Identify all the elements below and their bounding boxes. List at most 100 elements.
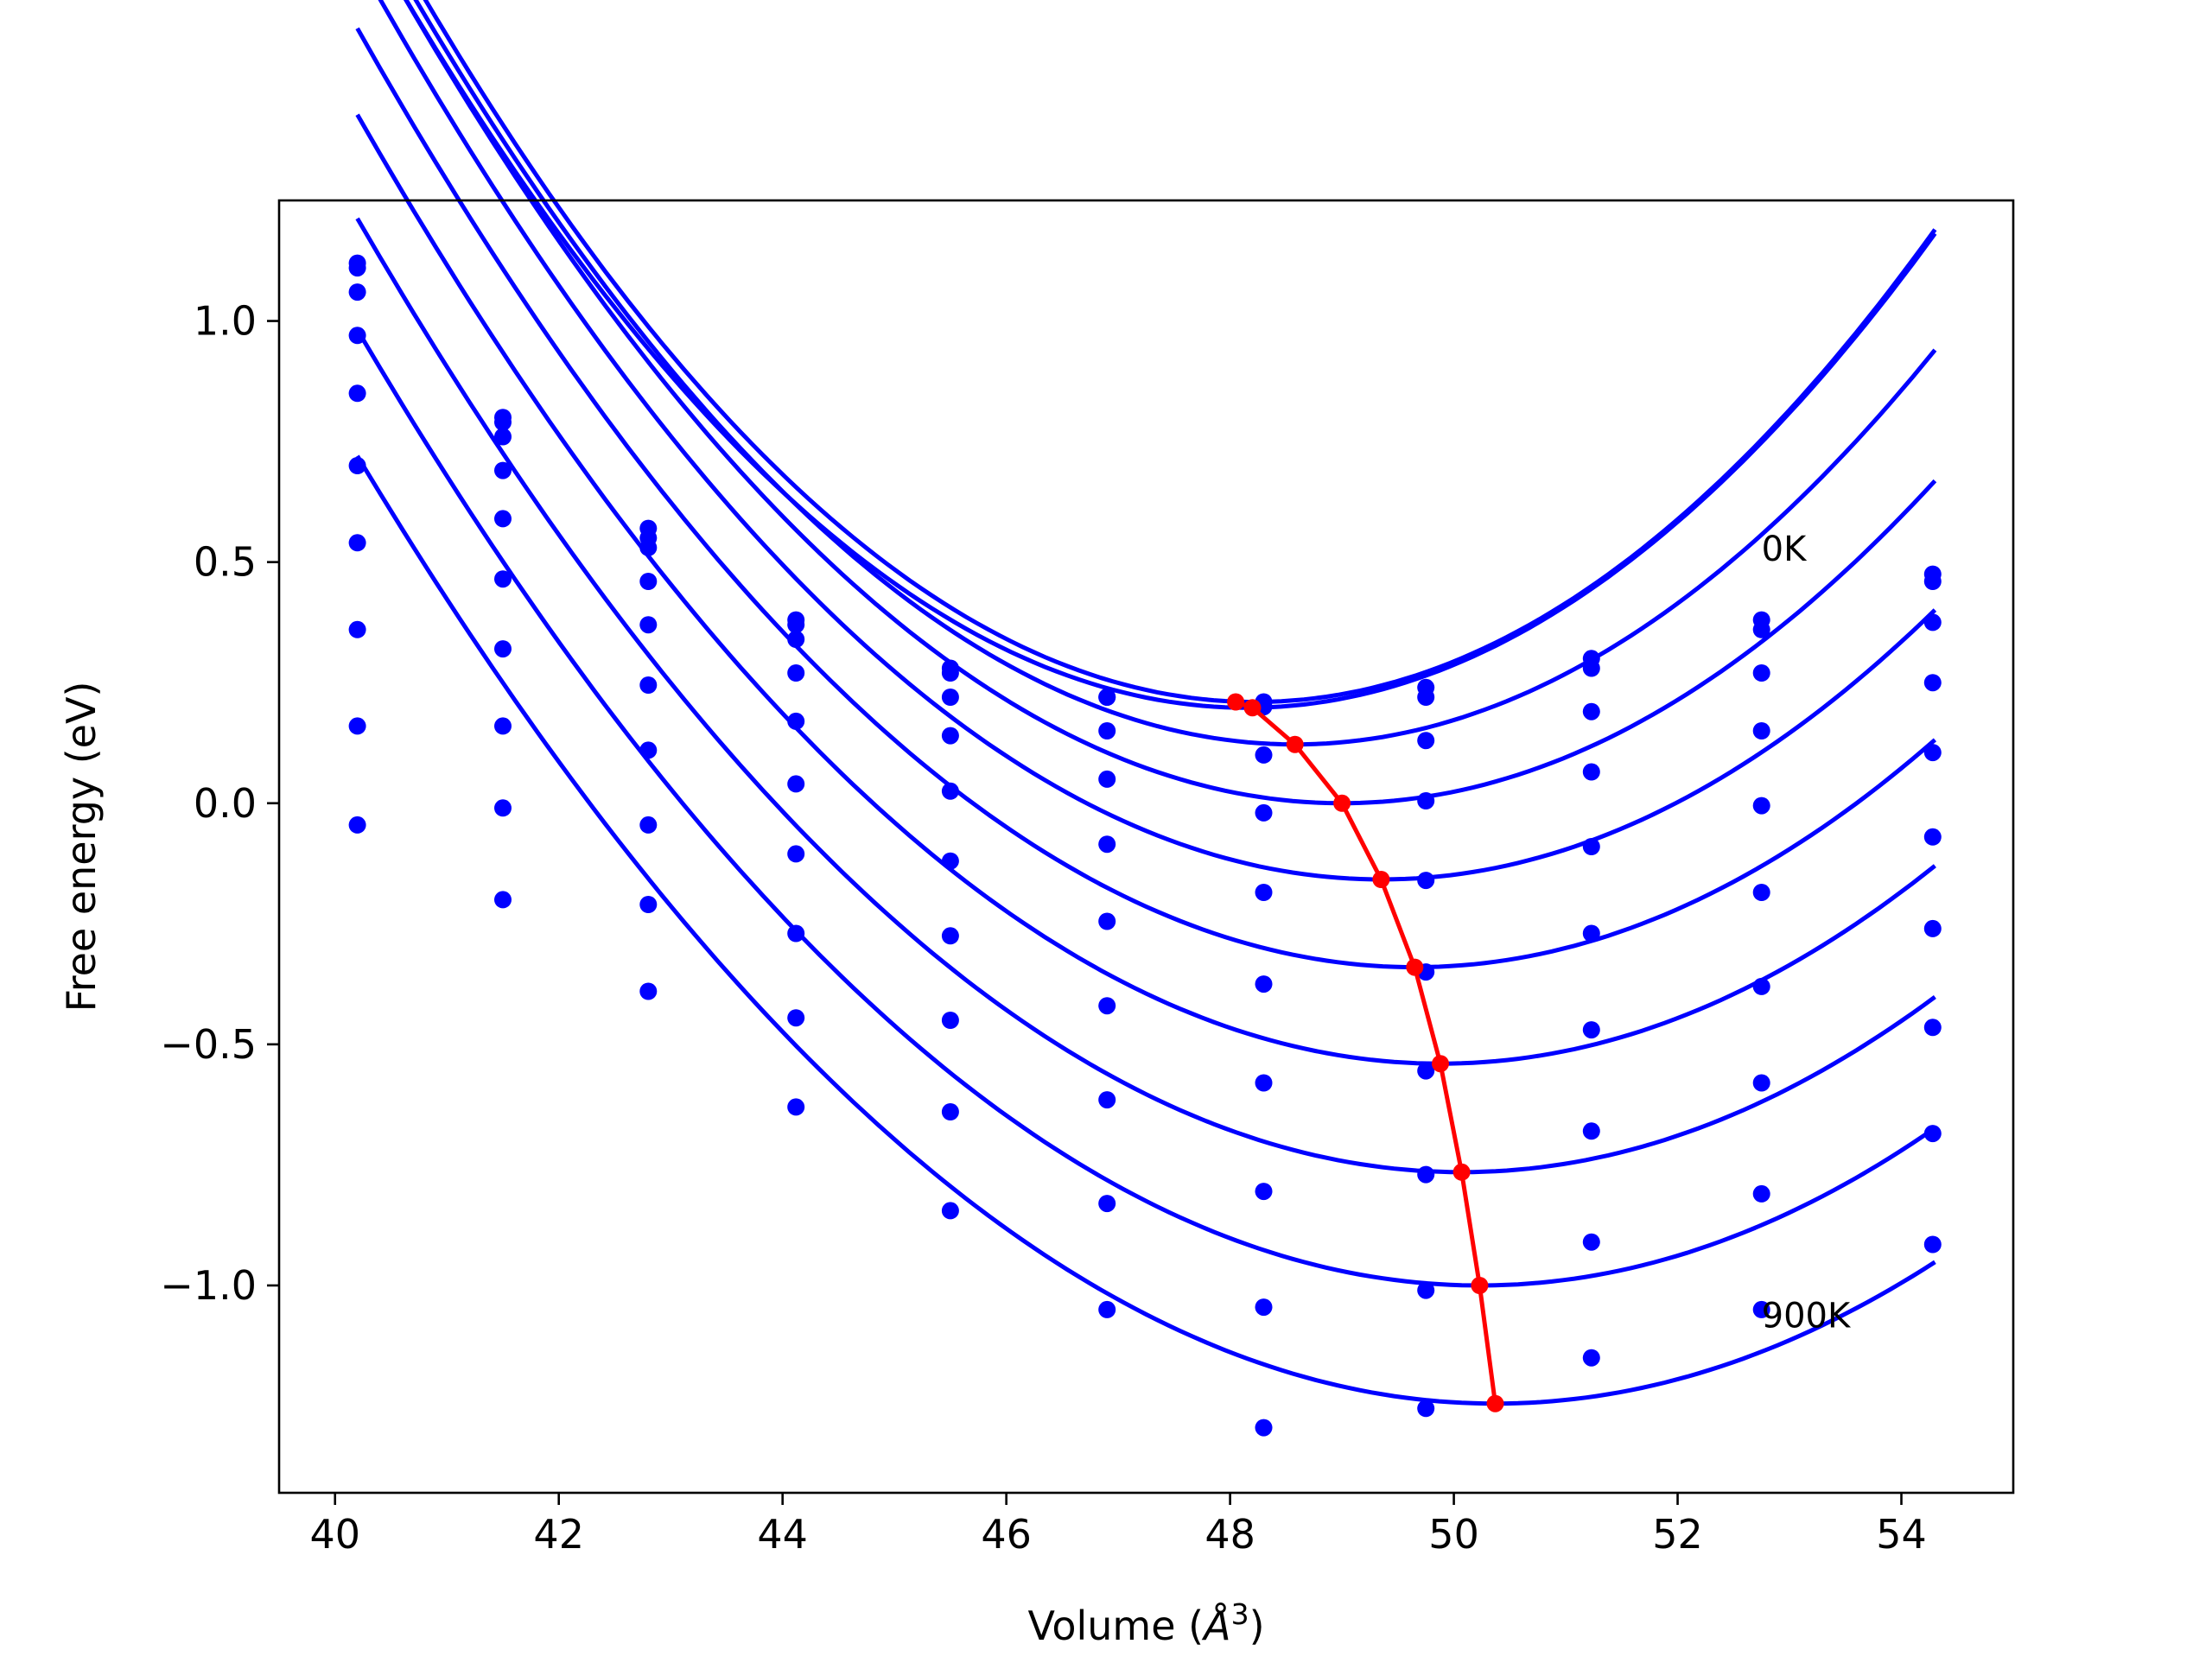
data-point-7-1 [494, 717, 512, 735]
data-point-7-6 [1255, 1183, 1273, 1201]
data-point-5-9 [1752, 884, 1770, 901]
data-point-9-3 [787, 1098, 805, 1116]
x-tick-label: 54 [1876, 1511, 1927, 1558]
data-point-6-4 [941, 927, 959, 945]
data-point-9-0 [348, 816, 366, 834]
data-point-4-10 [1923, 744, 1942, 762]
annotation-label-1: 900K [1762, 1296, 1852, 1336]
data-point-9-6 [1255, 1419, 1273, 1437]
fit-curve-7 [355, 217, 1936, 1175]
fit-curve-4 [378, 0, 1937, 882]
data-point-7-7 [1417, 1165, 1435, 1184]
data-point-9-7 [1417, 1400, 1435, 1418]
data-point-1-3 [787, 616, 805, 634]
plot-frame [277, 199, 2015, 1495]
data-point-7-5 [1098, 1091, 1116, 1109]
data-point-8-7 [1417, 1281, 1435, 1299]
y-axis-label: Free energy (eV) [58, 682, 105, 1012]
data-point-2-2 [639, 538, 658, 556]
data-point-9-9 [1752, 1300, 1770, 1318]
data-point-3-9 [1752, 722, 1770, 739]
y-tick-label: 0.5 [194, 539, 257, 586]
fit-curve-1 [404, 0, 1937, 710]
fit-curve-6 [355, 113, 1936, 1066]
fit-curves [355, 0, 1937, 1406]
data-point-7-0 [348, 620, 366, 638]
minimum-point-7 [1452, 1163, 1471, 1181]
data-point-6-2 [639, 741, 658, 759]
x-tick-label: 48 [1205, 1511, 1255, 1558]
data-point-8-5 [1098, 1195, 1116, 1213]
minimum-point-6 [1432, 1055, 1449, 1073]
data-point-6-10 [1923, 919, 1942, 937]
x-axis-label: Volume (Å3) [1027, 1597, 1264, 1649]
minimum-point-4 [1372, 871, 1390, 888]
data-point-1-1 [494, 413, 512, 431]
data-point-3-5 [1098, 770, 1116, 788]
data-point-5-6 [1255, 975, 1273, 993]
x-tick-label: 42 [533, 1511, 584, 1558]
data-point-6-7 [1417, 1062, 1435, 1080]
minimum-point-3 [1333, 794, 1351, 812]
fit-curve-2 [413, 0, 1937, 747]
data-point-5-1 [494, 570, 512, 588]
data-point-9-8 [1582, 1349, 1600, 1367]
data-point-2-9 [1752, 664, 1770, 682]
data-point-7-9 [1752, 1074, 1770, 1092]
minimum-point-1 [1243, 699, 1262, 717]
data-point-1-7 [1417, 689, 1435, 706]
data-point-6-9 [1752, 977, 1770, 995]
data-point-2-7 [1417, 732, 1435, 750]
data-point-7-8 [1582, 1122, 1600, 1140]
data-point-6-5 [1098, 997, 1116, 1015]
data-point-6-8 [1582, 1021, 1600, 1039]
data-point-2-5 [1098, 722, 1116, 739]
data-point-2-1 [494, 428, 512, 446]
data-point-7-4 [941, 1012, 959, 1029]
data-point-7-2 [639, 816, 658, 834]
data-point-3-6 [1255, 803, 1273, 822]
data-point-4-5 [1098, 835, 1116, 854]
data-point-9-10 [1923, 1235, 1942, 1254]
data-point-5-0 [348, 457, 366, 474]
data-point-2-3 [787, 631, 805, 648]
data-point-5-4 [941, 852, 959, 870]
fit-curve-3 [403, 0, 1937, 806]
data-point-8-6 [1255, 1298, 1273, 1317]
data-point-2-0 [348, 283, 366, 301]
fit-curve-5 [355, 27, 1937, 969]
x-tick-label: 50 [1428, 1511, 1479, 1558]
data-point-5-8 [1582, 924, 1600, 943]
data-point-1-10 [1923, 573, 1942, 590]
x-tick-label: 40 [309, 1511, 360, 1558]
minimum-line [1235, 700, 1497, 1405]
data-point-4-9 [1752, 797, 1770, 815]
y-tick-label: −1.0 [160, 1262, 257, 1309]
fit-curve-9 [355, 454, 1936, 1406]
data-point-2-10 [1923, 613, 1942, 632]
data-point-3-0 [348, 327, 366, 345]
data-point-1-5 [1098, 689, 1116, 706]
x-tick-label: 44 [757, 1511, 808, 1558]
data-points [348, 254, 1942, 1437]
fit-curve-8 [355, 328, 1936, 1288]
data-point-1-0 [348, 259, 366, 277]
data-point-5-5 [1098, 912, 1116, 930]
y-tick-label: 0.0 [194, 780, 257, 827]
data-point-9-5 [1098, 1300, 1116, 1318]
data-point-3-1 [494, 461, 512, 479]
data-point-8-2 [639, 896, 658, 913]
y-axis-ticks: 1.0 0.5 0.0 −0.5 −1.0 [160, 298, 279, 1309]
data-point-8-4 [941, 1103, 959, 1120]
data-point-6-3 [787, 845, 805, 863]
y-tick-label: 1.0 [194, 298, 257, 345]
minimum-point-0 [1227, 693, 1245, 711]
minimum-point-8 [1471, 1277, 1489, 1294]
data-point-2-4 [941, 689, 959, 706]
minimum-point-9 [1486, 1394, 1504, 1412]
data-point-2-8 [1582, 702, 1600, 720]
data-point-4-7 [1417, 872, 1435, 890]
data-point-4-2 [639, 616, 658, 634]
